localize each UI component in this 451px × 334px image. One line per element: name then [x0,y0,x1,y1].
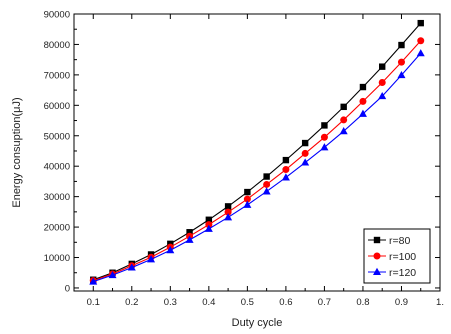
data-point [282,166,290,174]
data-point [263,180,271,188]
series-line [93,40,422,282]
x-tick-label: 0.9 [395,297,408,308]
data-point [320,133,328,141]
data-point [224,213,233,221]
legend-item: r=120 [368,267,416,279]
data-point [262,187,271,195]
legend-item: r=100 [368,251,416,263]
y-axis-title: Energy consuption(μJ) [11,97,23,207]
y-tick-label: 90000 [44,10,70,21]
data-point [340,103,347,111]
plot-area [89,19,425,285]
x-tick-label: 0.4 [202,297,215,308]
y-tick-label: 80000 [44,40,70,51]
x-tick-label: 0.3 [164,297,177,308]
data-point [205,221,213,229]
data-point [185,235,194,243]
legend-label: r=80 [389,235,410,247]
data-point [416,49,425,57]
data-point [224,203,232,210]
y-tick-label: 30000 [44,192,70,203]
y-tick-label: 10000 [44,253,70,264]
x-tick-label: 1. [436,297,444,308]
legend-marker [373,252,381,260]
legend: r=80 r=100 r=120 [363,228,431,284]
data-point [358,109,367,117]
data-point [89,277,98,285]
x-tick-label: 0.7 [318,297,331,308]
data-point [224,208,232,216]
data-point [301,149,309,157]
y-tick-label: 70000 [44,70,70,81]
legend-label: r=100 [389,251,416,263]
data-point [359,97,367,105]
legend-item: r=80 [368,235,410,247]
data-point [127,263,136,271]
x-tick-label: 0.2 [125,297,138,308]
data-point [378,91,387,100]
data-point [359,83,367,91]
y-tick-label: 20000 [44,223,70,234]
plot-frame [73,13,441,292]
data-point [205,216,213,223]
data-point [339,126,348,135]
legend-marker [373,236,381,244]
data-point [186,229,193,236]
x-tick-label: 0.5 [241,297,254,308]
data-point [398,41,405,49]
x-tick-label: 0.1 [87,297,100,308]
data-point [340,116,348,124]
x-tick-label: 0.6 [279,297,292,308]
data-point [244,188,251,196]
data-point [417,19,424,27]
data-point [282,156,290,164]
legend-marker [373,267,381,275]
data-point [243,195,251,203]
data-point [243,200,252,208]
data-point [397,70,406,79]
data-point [263,173,270,180]
data-point [321,122,328,129]
data-point [397,58,405,66]
y-tick-label: 0 [65,283,70,294]
data-point [301,139,309,147]
data-point [301,158,310,166]
y-tick-label: 40000 [44,162,70,173]
x-axis-title: Duty cycle [232,317,283,329]
data-point [378,78,386,86]
series-line [93,52,422,283]
data-point [379,63,386,70]
y-tick-label: 60000 [44,101,70,112]
y-tick-label: 50000 [44,131,70,142]
data-point [281,173,290,181]
data-point [108,270,117,279]
data-point [147,255,156,263]
x-tick-label: 0.8 [356,297,369,308]
axes: 0.1 0.2 0.3 0.4 0.5 0.6 0.7 0.8 0.9 1. 0 10000 20000… [44,10,444,309]
data-point [204,224,213,232]
data-point [417,37,425,45]
series-r=120 [89,49,425,285]
data-point [166,246,175,254]
legend-label: r=120 [389,267,416,279]
data-point [320,143,329,151]
